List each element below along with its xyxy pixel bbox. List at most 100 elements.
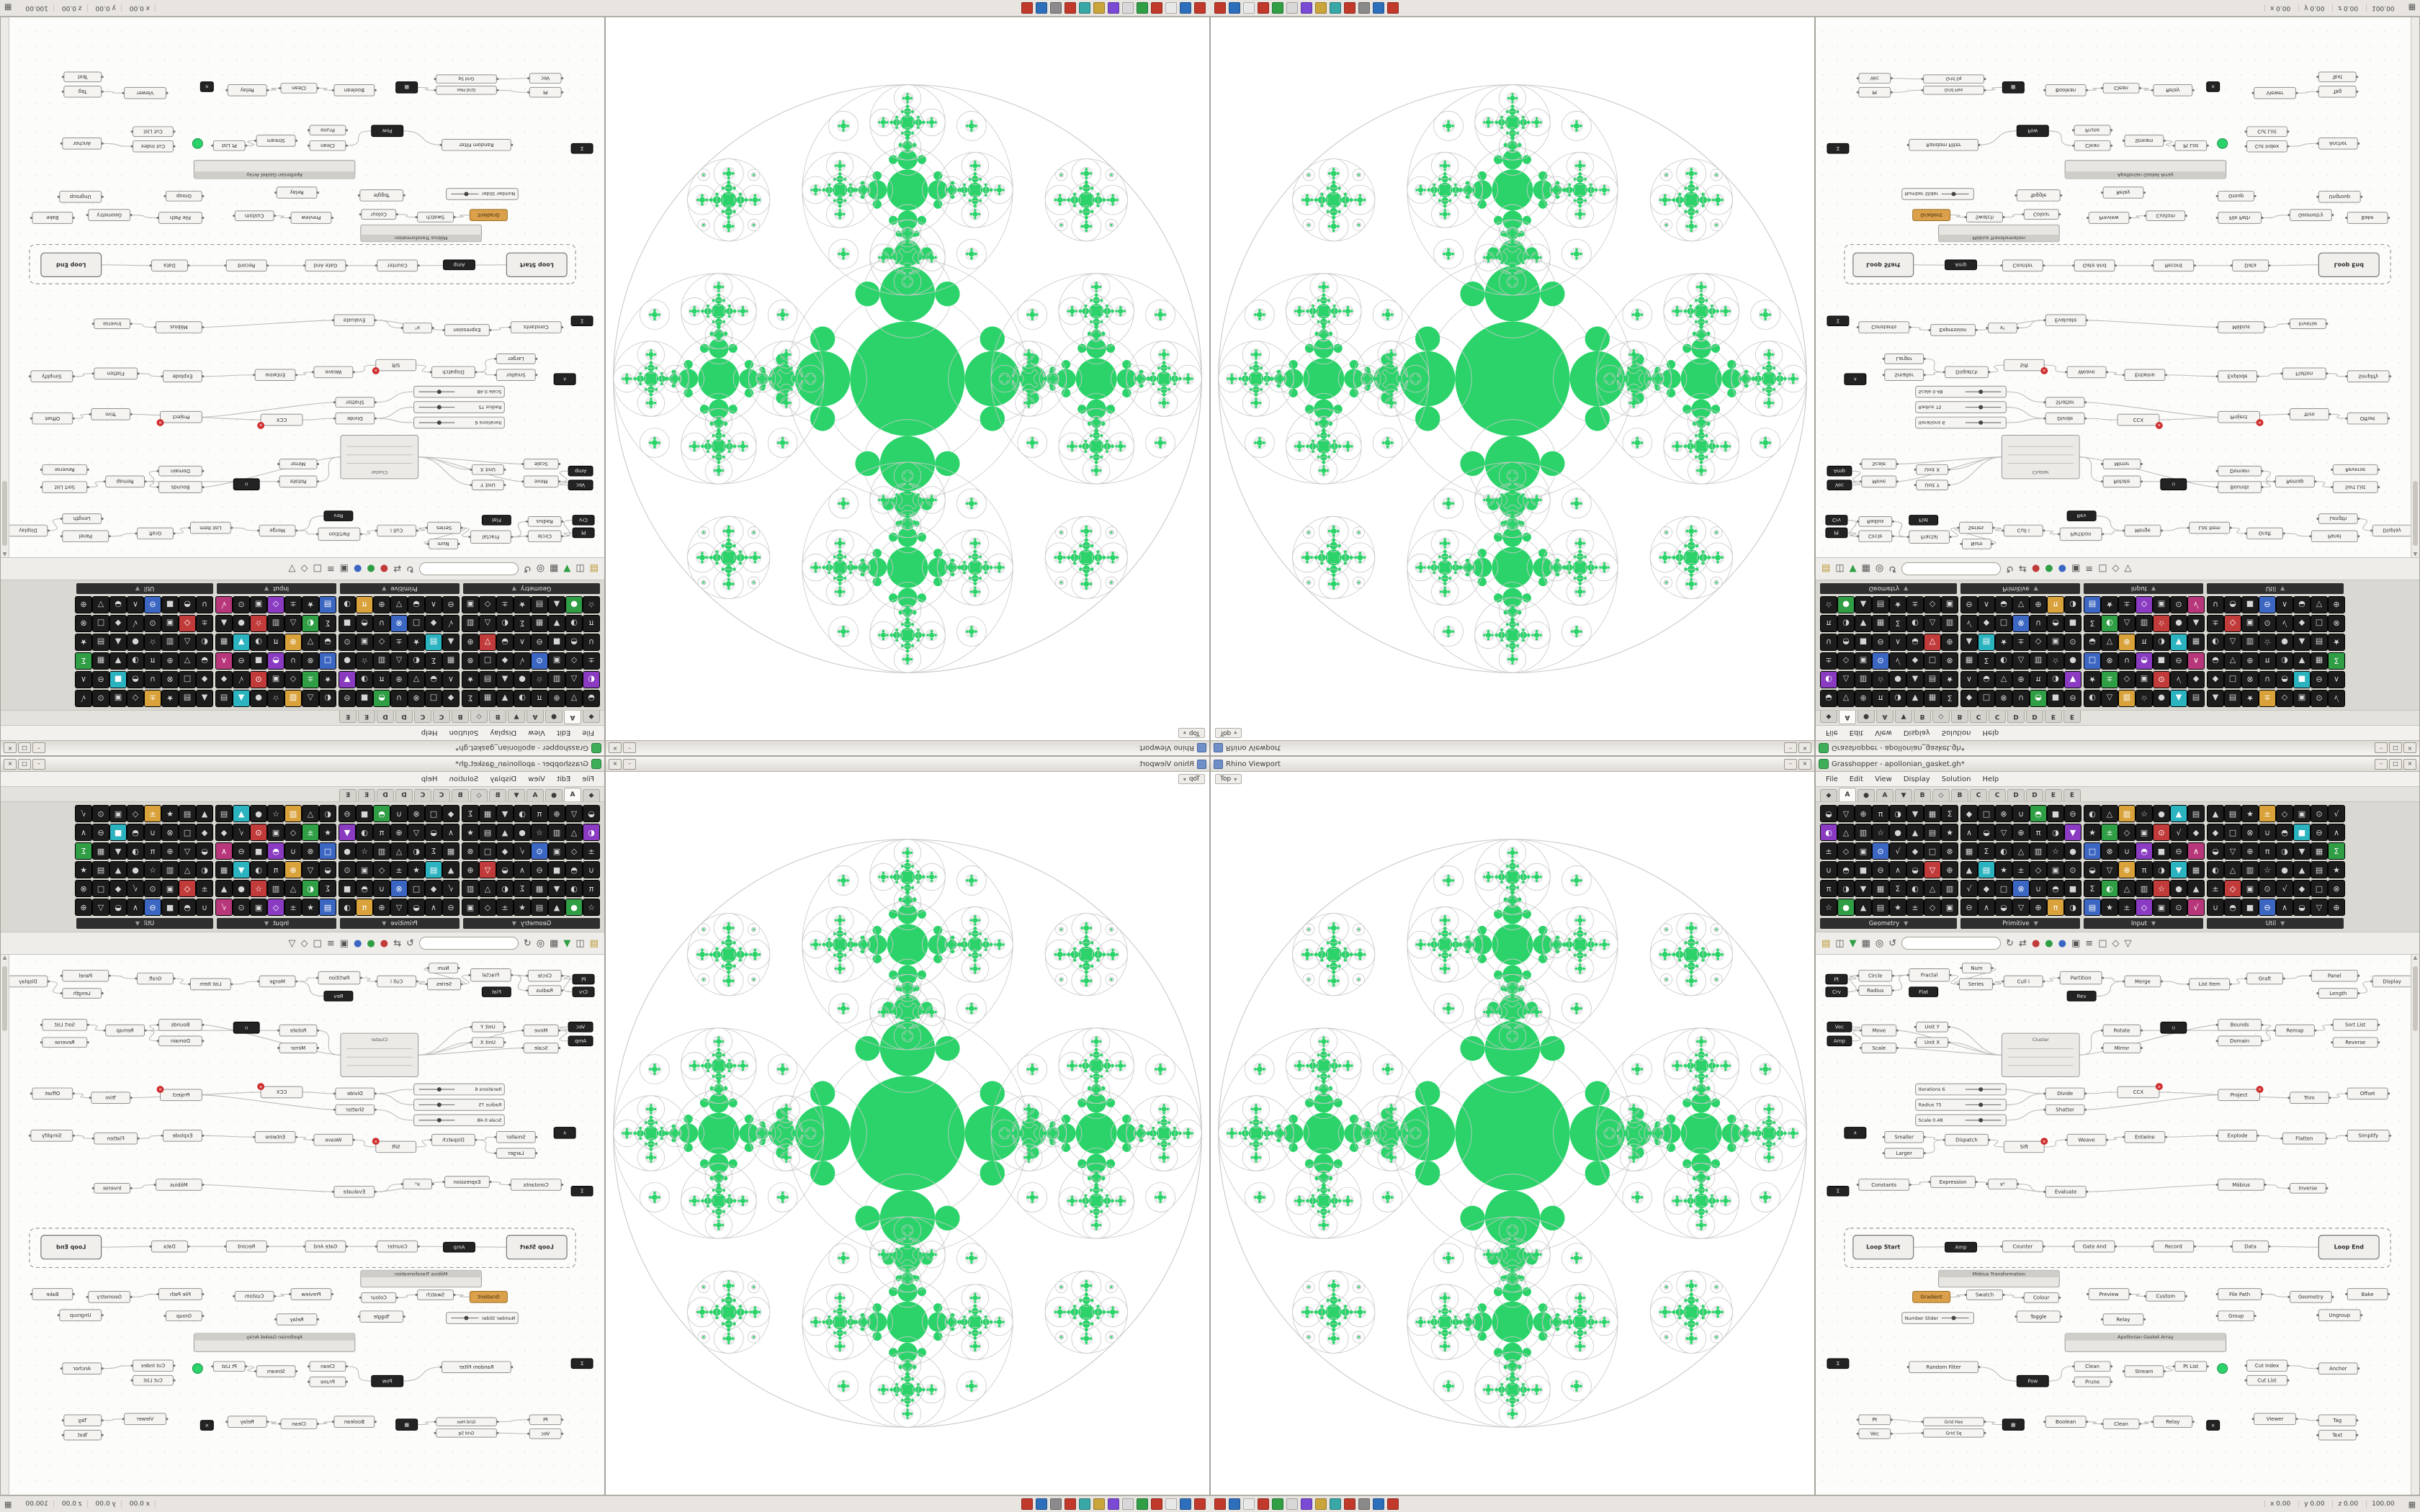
section-expand-icon[interactable]: ▼ [2280,920,2285,927]
component-icon[interactable]: ▽ [302,634,319,651]
toolbar-icon-9[interactable]: ● [367,563,375,575]
palette-tab-9[interactable]: C [1989,789,2006,801]
component-icon[interactable]: ▣ [109,805,127,822]
gh-node[interactable]: Bake [30,212,75,224]
component-icon[interactable]: ★ [514,899,531,916]
component-icon[interactable]: ◐ [1820,671,1837,688]
component-icon[interactable]: ▦ [215,634,233,651]
component-icon[interactable]: √ [127,615,144,632]
gh-node[interactable]: Gate And [2072,259,2118,272]
component-icon[interactable]: ∪ [144,824,161,841]
gh-node[interactable]: Project× [156,410,202,426]
component-icon[interactable]: ∧ [75,671,92,688]
component-icon[interactable]: ● [1837,899,1855,916]
component-icon[interactable]: ⊕ [548,690,565,707]
component-icon[interactable]: ◓ [127,671,144,688]
palette-section-label[interactable]: Primitive ▼ [340,918,460,929]
component-icon[interactable]: ◐ [496,880,514,897]
component-icon[interactable]: ▲ [196,690,213,707]
gh-node[interactable]: Trim [2287,408,2331,420]
component-icon[interactable]: ⊖ [531,861,548,878]
status-toggle-icon-2[interactable] [1243,2,1255,14]
component-icon[interactable]: ⊗ [2101,842,2118,860]
gh-node[interactable]: Offset [2345,1087,2390,1100]
component-icon[interactable]: π [583,880,600,897]
palette-tab-3[interactable]: A [1876,711,1894,723]
gh-node[interactable]: Trim [89,1092,133,1104]
component-icon[interactable]: ▥ [2136,615,2153,632]
gh-node[interactable]: Fractal [468,968,514,982]
gh-node[interactable]: Rotate [2100,475,2143,488]
toolbar-icon-3[interactable]: ▦ [1861,937,1870,949]
component-icon[interactable]: ± [196,615,213,632]
toolbar-icon-7[interactable]: ⇄ [393,937,401,949]
status-toggle-icon-10[interactable] [1050,2,1062,14]
gh-node[interactable]: Record [224,259,269,272]
component-icon[interactable]: □ [1924,652,1941,670]
component-icon[interactable]: ☆ [531,671,548,688]
component-icon[interactable]: ▤ [319,596,336,613]
toolbar-icon-2[interactable]: ▼ [563,563,571,575]
gh-node[interactable]: List Item [2187,521,2232,534]
component-icon[interactable]: ▣ [250,899,267,916]
canvas-scrollbar[interactable]: ▲ [2411,955,2419,1495]
component-icon[interactable]: □ [2224,824,2241,841]
gh-node[interactable]: Scale [1859,459,1899,469]
component-icon[interactable]: √ [514,842,531,860]
component-icon[interactable]: ∪ [390,690,408,707]
palette-section-label[interactable]: Geometry ▼ [1820,583,1957,594]
canvas-scrollbar[interactable]: ▲ [1,955,9,1495]
gh-node[interactable]: Domain [2215,1035,2264,1047]
gh-node[interactable]: Amp [443,1241,475,1253]
component-icon[interactable]: ∪ [284,652,302,670]
section-expand-icon[interactable]: ▼ [264,920,269,927]
component-icon[interactable]: ▦ [1960,652,1978,670]
viewport-minimize-button[interactable]: – [623,742,636,754]
gh-node[interactable]: Simplify [28,1130,75,1142]
component-icon[interactable]: ⊙ [339,634,356,651]
gh-node[interactable]: Rev [323,510,354,521]
gh-node[interactable]: Move [521,475,561,488]
toolbar-icon-2[interactable]: ▼ [1849,937,1857,949]
palette-tab-11[interactable]: D [2026,711,2043,723]
gh-close-button[interactable]: × [4,742,17,754]
gh-node[interactable]: Amp [568,1035,593,1047]
palette-tab-13[interactable]: E [2063,711,2081,723]
component-icon[interactable]: ▤ [1924,824,1941,841]
gh-node[interactable]: Mirror [277,1043,320,1053]
gh-node[interactable]: Loop End [40,252,102,277]
component-icon[interactable]: ◇ [565,842,583,860]
component-icon[interactable]: □ [319,652,336,670]
gh-node[interactable]: Record [2151,1240,2196,1253]
gh-node[interactable]: Geometry [86,1291,133,1303]
component-icon[interactable]: ☆ [356,842,373,860]
component-icon[interactable]: ▥ [373,652,390,670]
gh-node[interactable]: Reverse [40,464,89,475]
component-icon[interactable]: ∧ [2276,596,2293,613]
component-icon[interactable]: ± [2259,690,2276,707]
status-toggle-icon-4[interactable] [1137,2,1148,14]
component-icon[interactable]: ◓ [565,634,583,651]
component-icon[interactable]: Σ [462,690,479,707]
component-icon[interactable]: ▽ [390,899,408,916]
component-icon[interactable]: ▽ [92,899,109,916]
component-icon[interactable]: ◑ [514,690,531,707]
component-icon[interactable]: ± [2207,880,2224,897]
gh-node[interactable]: Rev [323,991,354,1002]
component-icon[interactable]: ⊗ [2012,880,2030,897]
component-icon[interactable]: ▣ [2153,596,2170,613]
component-icon[interactable]: □ [2311,615,2328,632]
component-icon[interactable]: ⊕ [2030,596,2047,613]
component-icon[interactable]: ⊙ [1872,842,1889,860]
component-icon[interactable]: ★ [462,671,479,688]
component-icon[interactable]: π [2136,861,2153,878]
component-icon[interactable]: ⊗ [75,880,92,897]
component-icon[interactable]: ◑ [514,805,531,822]
component-icon[interactable]: ▦ [442,842,460,860]
component-icon[interactable]: □ [2084,652,2101,670]
gh-node[interactable]: Clean [278,1418,320,1429]
gh-node[interactable] [2217,1363,2228,1374]
palette-section-label[interactable]: Input ▼ [217,583,336,594]
gh-node[interactable]: Entwine [253,1130,298,1143]
component-icon[interactable]: ◇ [479,899,496,916]
